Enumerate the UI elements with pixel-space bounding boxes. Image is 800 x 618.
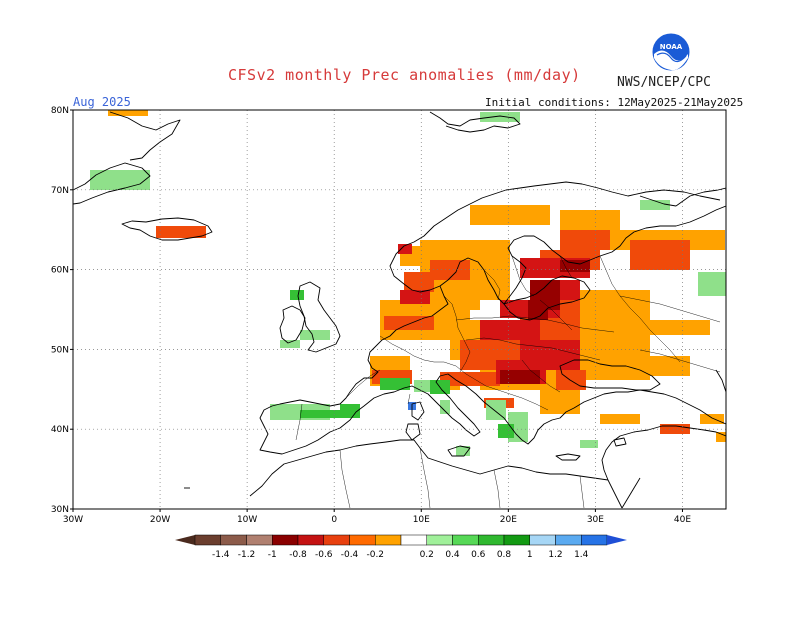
legend-swatch [246, 534, 273, 546]
anomaly-cell [300, 330, 330, 340]
anomaly-cell [430, 260, 470, 280]
anomaly-cell [300, 410, 340, 418]
legend-tick-label: 0.6 [471, 550, 486, 560]
anomaly-cell [456, 446, 470, 456]
anomaly-cell [630, 240, 690, 270]
anomaly-cell [700, 414, 724, 424]
longitude-tick-label: 20W [150, 515, 170, 525]
anomaly-cell [156, 226, 206, 238]
anomaly-cell [580, 440, 598, 448]
legend-swatch [375, 534, 402, 546]
legend-tick-label: 0.2 [420, 550, 434, 560]
anomaly-cell [98, 184, 118, 190]
anomaly-cell [600, 414, 640, 424]
longitude-tick-label: 0 [331, 515, 337, 525]
anomaly-cell [384, 316, 434, 330]
longitude-tick-label: 20E [500, 515, 517, 525]
anomaly-cell [280, 340, 300, 348]
anomaly-cell [498, 424, 514, 438]
legend-swatch [297, 534, 324, 546]
anomaly-cell [400, 290, 430, 304]
legend-tick-label: 0.4 [445, 550, 460, 560]
longitude-tick-label: 10W [237, 515, 257, 525]
latitude-tick-label: 50N [51, 345, 69, 355]
anomaly-cell [480, 112, 520, 122]
map-frame [72, 109, 727, 510]
longitude-tick-label: 30E [587, 515, 604, 525]
latitude-tick-label: 60N [51, 266, 69, 276]
anomaly-cell [486, 400, 506, 420]
longitude-tick-label: 10E [413, 515, 430, 525]
legend-tick-label: 1.4 [574, 550, 589, 560]
anomaly-cell [398, 244, 412, 254]
noaa-logo-icon: NOAA [651, 32, 691, 72]
anomaly-cell [480, 320, 540, 340]
legend-swatch [426, 534, 453, 546]
legend-arrow-left-icon [175, 535, 195, 545]
anomaly-cell [440, 400, 450, 414]
latitude-tick-label: 70N [51, 186, 69, 196]
organization-label: NWS/NCEP/CPC [617, 75, 711, 90]
anomaly-cell [290, 290, 304, 300]
legend-tick-label: -1 [268, 550, 277, 560]
legend-tick-label: -0.8 [289, 550, 307, 560]
anomaly-cell [404, 272, 434, 292]
legend-tick-label: -0.4 [341, 550, 359, 560]
legend-swatch [503, 534, 530, 546]
legend-tick-label: 0.8 [497, 550, 512, 560]
svg-text:NOAA: NOAA [660, 43, 683, 51]
legend-swatch [478, 534, 505, 546]
anomaly-cell [440, 372, 500, 386]
longitude-tick-label: 30W [63, 515, 83, 525]
anomaly-cell [340, 404, 360, 418]
legend-tick-label: -1.4 [212, 550, 230, 560]
anomaly-cell [716, 432, 726, 442]
legend-swatch [194, 534, 221, 546]
graticule [73, 110, 726, 509]
forecast-month-label: Aug 2025 [73, 95, 131, 109]
anomaly-cell [380, 378, 410, 390]
legend-tick-label: 1 [527, 550, 533, 560]
coastlines [73, 111, 726, 509]
anomaly-cell [108, 110, 148, 116]
legend-swatch [555, 534, 582, 546]
anomaly-cell [640, 320, 710, 335]
anomaly-cell [470, 205, 550, 225]
legend-swatch [220, 534, 247, 546]
country-borders [295, 255, 721, 509]
legend-swatch [452, 534, 479, 546]
anomaly-cell [500, 370, 540, 384]
chart-title: CFSv2 monthly Prec anomalies (mm/day) [228, 66, 581, 84]
legend-swatch [529, 534, 556, 546]
legend-tick-label: -1.2 [238, 550, 256, 560]
anomaly-cell [650, 356, 690, 376]
initial-conditions-label: Initial conditions: 12May2025-21May2025 [485, 96, 744, 109]
latitude-tick-label: 40N [51, 425, 69, 435]
anomaly-cell [698, 272, 726, 296]
latitude-tick-label: 80N [51, 106, 69, 116]
anomaly-cell [556, 370, 586, 390]
legend-swatch [323, 534, 350, 546]
legend-swatch [581, 534, 608, 546]
legend-swatch [349, 534, 376, 546]
longitude-tick-label: 40E [674, 515, 691, 525]
legend-tick-label: -0.6 [315, 550, 333, 560]
latitude-tick-label: 30N [51, 505, 69, 515]
anomaly-cell [560, 230, 610, 250]
anomaly-cell [560, 210, 620, 230]
anomaly-cell [640, 200, 670, 210]
legend-arrow-right-icon [607, 535, 627, 545]
legend-tick-label: -0.2 [366, 550, 384, 560]
legend-tick-label: 1.2 [548, 550, 562, 560]
legend-swatch [400, 534, 427, 546]
anomaly-cells [90, 110, 726, 456]
anomaly-cell [528, 300, 548, 320]
anomaly-cell [660, 424, 690, 434]
color-legend: -1.4 -1.2 -1 -0.8 -0.6 -0.4 -0.2 0.2 0.4 0.6 0.8 1 1… [175, 534, 627, 560]
legend-swatch [272, 534, 299, 546]
